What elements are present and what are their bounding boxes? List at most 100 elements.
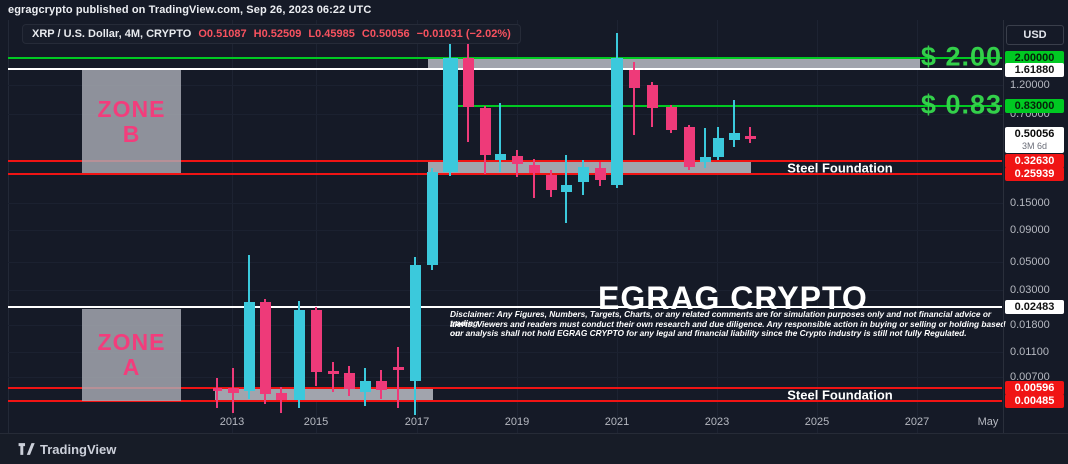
candle-body-down (392, 367, 404, 370)
price-level-label-2.00000: 2.00000 (1005, 51, 1064, 65)
price-tick-0.00700: 0.00700 (1010, 371, 1050, 383)
price-level-label-0.00485: 0.00485 (1005, 394, 1064, 408)
grid-line-horizontal (8, 230, 1003, 231)
target-band-2.00-1.62 (428, 59, 920, 69)
candle-body-down (479, 108, 491, 155)
candle-body-up (243, 302, 255, 391)
candle-body-down (528, 165, 540, 173)
steel-foundation-label-lower: Steel Foundation (787, 387, 893, 403)
candle-body-down (545, 175, 557, 190)
currency-usd-button[interactable]: USD (1006, 25, 1064, 45)
price-tick-0.05000: 0.05000 (1010, 256, 1050, 268)
watermark-egrag-crypto: EGRAG CRYPTO (598, 280, 868, 316)
grid-line-horizontal (8, 262, 1003, 263)
candle-wick-down (397, 347, 399, 408)
price-level-label-0.02483: 0.02483 (1005, 300, 1064, 314)
disclaimer-line-1: Disclaimer: Any Figures, Numbers, Target… (450, 309, 992, 329)
price-tick-0.09000: 0.09000 (1010, 224, 1050, 236)
steel-foundation-upper-band (428, 162, 751, 173)
candle-body-down (462, 58, 474, 107)
candle-body-down (327, 371, 339, 374)
candle-wick-down (749, 127, 751, 143)
ohlc-close: C0.50056 (361, 28, 410, 40)
level-1.6188-line (8, 68, 1002, 70)
time-label-2023: 2023 (704, 416, 730, 428)
price-level-label-0.25939: 0.25939 (1005, 167, 1064, 181)
price-tick-0.15000: 0.15000 (1010, 197, 1050, 209)
steel-foundation-label-upper: Steel Foundation (787, 160, 893, 176)
candle-body-down (665, 107, 677, 130)
steel-upper-top-line (8, 160, 1002, 162)
price-tick-0.03000: 0.03000 (1010, 284, 1050, 296)
candle-wick-up (733, 100, 735, 147)
candle-body-up (442, 58, 458, 172)
grid-line-horizontal (8, 352, 1003, 353)
grid-line-vertical (717, 20, 718, 433)
grid-line-horizontal (8, 290, 1003, 291)
grid-line-vertical (617, 20, 618, 433)
grid-line-horizontal (8, 377, 1003, 378)
candle-body-down (212, 388, 222, 391)
ohlc-change: −0.01031 (−2.02%) (416, 28, 511, 40)
candle-body-down (511, 156, 523, 164)
candle-wick-up (499, 103, 501, 172)
footer-divider (0, 433, 1068, 434)
candle-body-down (310, 310, 322, 372)
price-level-label-1.61880: 1.61880 (1005, 63, 1064, 77)
price-level-label-0.00596: 0.00596 (1005, 381, 1064, 395)
candle-body-up (577, 167, 589, 182)
symbol-legend[interactable]: XRP / U.S. Dollar, 4M, CRYPTO O0.51087 H… (22, 24, 521, 44)
candle-body-down (646, 85, 658, 108)
bar-countdown: 3M 6d (1021, 141, 1047, 151)
time-axis[interactable] (0, 410, 1003, 433)
target-2-dollar-label: $ 2.00 (920, 41, 1002, 72)
time-label-May: May (977, 416, 999, 428)
steel-upper-bottom-line (8, 173, 1002, 175)
time-label-2017: 2017 (404, 416, 430, 428)
symbol-title: XRP / U.S. Dollar, 4M, CRYPTO (32, 28, 192, 40)
ohlc-low: L0.45985 (308, 28, 355, 40)
candle-body-down (744, 136, 756, 139)
current-price-value: 0.50056 (1014, 128, 1055, 140)
grid-line-horizontal (8, 85, 1003, 86)
price-level-label-0.83000: 0.83000 (1005, 99, 1064, 113)
candle-body-up (359, 381, 371, 392)
zone-b-label-line2: B (122, 120, 141, 147)
ohlc-open: O0.51087 (198, 28, 247, 40)
tradingview-logo-icon[interactable] (18, 442, 35, 456)
candle-body-down (683, 127, 695, 167)
price-tick-0.01100: 0.01100 (1010, 346, 1049, 358)
price-axis-separator (1003, 20, 1004, 434)
time-label-2021: 2021 (604, 416, 630, 428)
steel-lower-bottom-line (8, 400, 1002, 402)
disclaimer-line-2: alerts. Viewers and readers must conduct… (450, 318, 1006, 338)
tradingview-brand-text[interactable]: TradingView (40, 442, 117, 457)
candle-body-up (728, 133, 740, 140)
candle-body-up (426, 172, 438, 265)
steel-foundation-lower-band (215, 389, 433, 400)
time-label-2027: 2027 (904, 416, 930, 428)
candle-wick-down (280, 387, 282, 413)
price-tick-1.20000: 1.20000 (1010, 79, 1050, 91)
candle-body-up (712, 138, 724, 157)
target-2.00-line (8, 57, 1002, 59)
grid-line-vertical (316, 20, 317, 433)
candle-wick-down (332, 362, 334, 392)
grid-line-vertical (517, 20, 518, 433)
published-byline: egragcrypto published on TradingView.com… (8, 4, 372, 16)
grid-line-vertical (232, 20, 233, 433)
price-axis[interactable] (1003, 20, 1068, 433)
candle-wick-down (216, 378, 218, 408)
candle-wick-down (633, 62, 635, 135)
zone-b-box: ZONE B (82, 70, 181, 173)
zone-a-label-line2: A (122, 354, 141, 380)
zone-a-label-line1: ZONE (97, 329, 166, 355)
candle-body-down (227, 388, 239, 393)
candle-body-down (375, 381, 387, 390)
candle-body-up (611, 58, 623, 185)
candle-body-down (343, 373, 355, 389)
candle-wick-up (704, 128, 706, 168)
candle-body-up (494, 154, 506, 160)
zone-a-box: ZONE A (82, 309, 181, 401)
